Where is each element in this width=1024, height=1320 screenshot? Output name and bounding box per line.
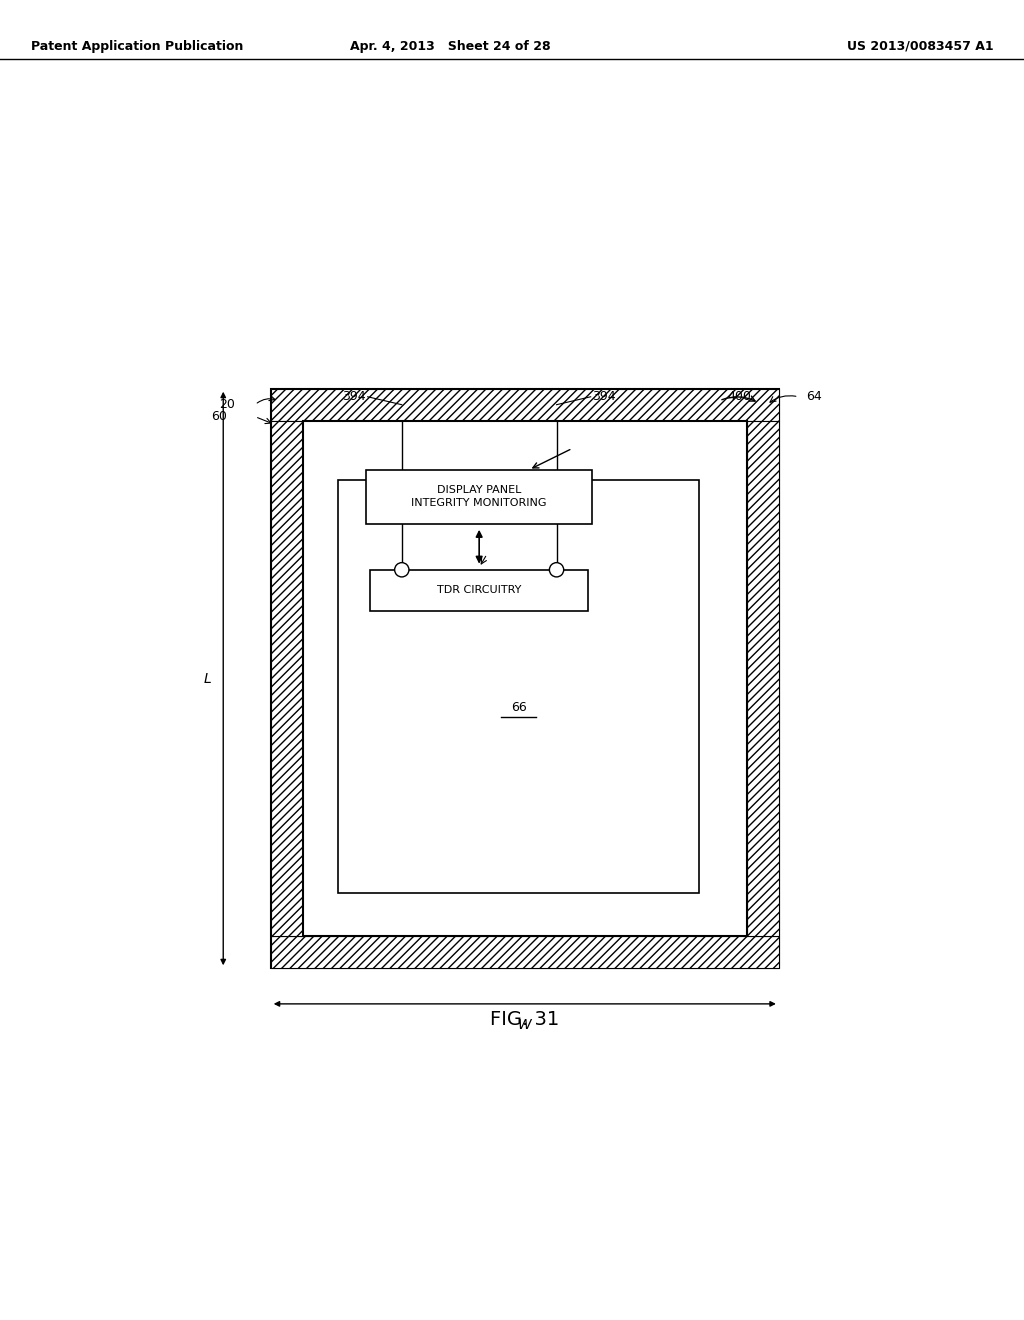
Text: 394: 394 (592, 391, 615, 404)
Text: TDR CIRCUITRY: TDR CIRCUITRY (437, 585, 521, 595)
Bar (367, 470, 592, 524)
Bar (338, 480, 699, 892)
Text: 400: 400 (727, 391, 751, 404)
Circle shape (550, 562, 563, 577)
Text: L: L (204, 672, 211, 685)
Bar (270, 421, 303, 936)
Text: Apr. 4, 2013   Sheet 24 of 28: Apr. 4, 2013 Sheet 24 of 28 (350, 40, 551, 53)
Bar (303, 421, 748, 936)
Bar (748, 421, 779, 936)
Text: 60: 60 (211, 411, 227, 424)
Text: 64: 64 (807, 391, 822, 404)
Text: 66: 66 (511, 701, 526, 714)
Text: 402: 402 (568, 445, 592, 457)
Bar (270, 936, 779, 968)
Text: DISPLAY PANEL
INTEGRITY MONITORING: DISPLAY PANEL INTEGRITY MONITORING (412, 486, 547, 508)
Text: ACTIVE DISPLAY AREA: ACTIVE DISPLAY AREA (455, 500, 584, 513)
Text: 20: 20 (219, 399, 236, 412)
Text: Patent Application Publication: Patent Application Publication (31, 40, 243, 53)
Text: 392: 392 (492, 544, 515, 557)
Circle shape (394, 562, 409, 577)
Bar (370, 570, 588, 611)
Text: W: W (518, 1018, 531, 1032)
Bar (270, 389, 779, 421)
Bar (270, 389, 779, 968)
Text: FIG. 31: FIG. 31 (490, 1010, 559, 1030)
Text: 394: 394 (342, 391, 367, 404)
Text: US 2013/0083457 A1: US 2013/0083457 A1 (847, 40, 993, 53)
